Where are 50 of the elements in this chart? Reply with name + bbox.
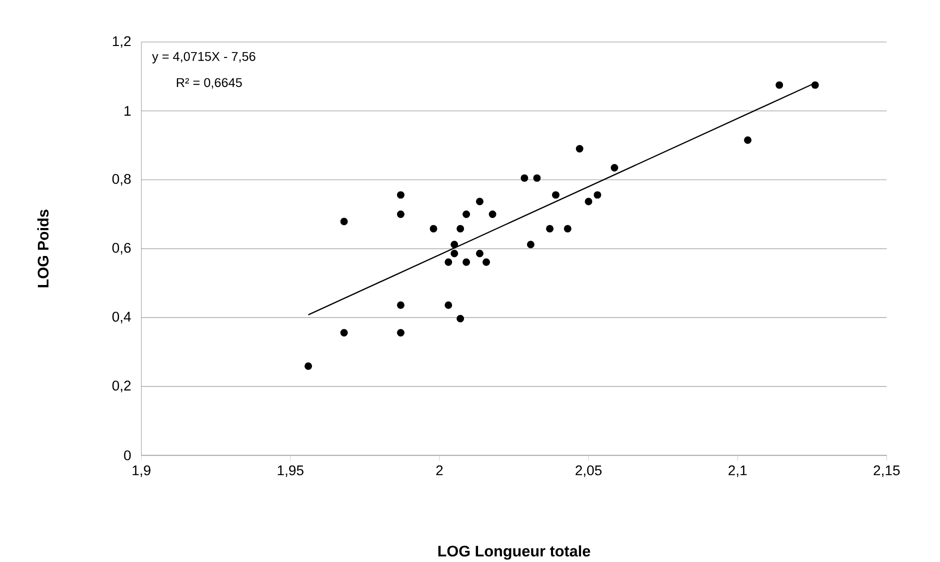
x-tick-label: 1,9: [132, 465, 150, 477]
point: [462, 210, 470, 218]
point: [476, 250, 484, 258]
x-tick-label: 2,05: [576, 465, 602, 477]
x-axis-title: LOG Longueur totale: [438, 545, 590, 560]
point: [564, 224, 572, 232]
point: [396, 328, 404, 336]
point: [776, 81, 784, 89]
point: [482, 258, 490, 266]
point: [576, 145, 584, 153]
point: [456, 314, 464, 322]
point: [304, 362, 312, 370]
annotation: y = 4,0715X - 7,56: [152, 52, 256, 64]
point: [444, 301, 452, 309]
point: [340, 218, 348, 226]
y-tick-label: 0,8: [112, 174, 131, 186]
x-tick-label: 1,95: [278, 465, 304, 477]
point: [450, 250, 458, 258]
point: [444, 258, 452, 266]
point: [476, 198, 484, 206]
point: [526, 240, 534, 248]
point: [811, 81, 819, 89]
y-tick-label: 1: [124, 106, 131, 116]
y-axis-title: LOG Poids: [37, 210, 49, 288]
x-tick-label: 2,1: [728, 465, 747, 477]
point: [594, 191, 602, 199]
point: [520, 174, 528, 182]
y-tick-label: 0: [124, 450, 131, 460]
point: [546, 224, 554, 232]
point: [396, 210, 404, 218]
point: [396, 191, 404, 199]
x-tick-label: 2,15: [874, 465, 900, 477]
point: [456, 224, 464, 232]
point: [584, 198, 592, 206]
point: [462, 258, 470, 266]
annotation: R² = 0,6645: [176, 78, 242, 89]
point: [396, 301, 404, 309]
point: [610, 164, 618, 172]
y-tick-label: 0,4: [112, 312, 131, 324]
point: [430, 224, 438, 232]
point: [488, 210, 496, 218]
point: [533, 174, 541, 182]
point: [744, 136, 752, 144]
point: [552, 191, 560, 199]
x-tick-label: 2: [436, 465, 443, 476]
y-tick-label: 0,6: [112, 242, 131, 254]
y-tick-label: 0,2: [112, 380, 131, 392]
point: [340, 328, 348, 336]
y-tick-label: 1,2: [112, 36, 131, 48]
point: [450, 240, 458, 248]
